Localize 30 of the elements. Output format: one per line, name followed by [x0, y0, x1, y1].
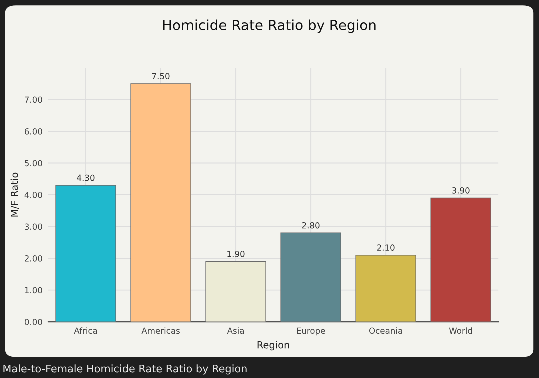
bar: [130, 84, 192, 322]
data-label: 2.10: [377, 244, 395, 251]
y-tick-label: 7.00: [25, 96, 42, 104]
y-tick-label: 0.00: [24, 319, 42, 326]
bar: [430, 198, 492, 322]
x-tick-label: Europe: [297, 328, 326, 336]
y-tick-label: 1.00: [25, 287, 42, 294]
y-tick-label: 3.00: [25, 224, 42, 230]
text: Male-to-Female Homicide Rate Ratio by Region: [4, 364, 247, 375]
bar: [356, 255, 416, 322]
chart-title: Homicide Rate Ratio by Region: [163, 20, 376, 34]
y-axis-title: M/F Ratio: [10, 172, 20, 217]
y-tick-label: 6.00: [24, 128, 42, 135]
y-tick-label: 2.00: [25, 256, 42, 262]
data-label: 4.30: [77, 174, 95, 182]
data-label: 7.50: [152, 73, 170, 80]
data-label: 3.90: [452, 188, 470, 194]
x-tick-label: Americas: [142, 328, 180, 334]
x-tick-label: Africa: [74, 328, 98, 334]
bar: [56, 185, 116, 322]
x-tick-label: World: [449, 328, 472, 334]
y-tick-label: 5.00: [25, 160, 42, 167]
x-tick-label: Oceania: [369, 328, 402, 334]
data-label: 2.80: [302, 222, 320, 229]
x-tick-label: Asia: [227, 328, 244, 334]
bar: [280, 232, 342, 322]
x-axis-title: Region: [258, 341, 290, 351]
y-tick-label: 4.00: [24, 192, 42, 198]
data-label: 1.90: [228, 251, 245, 258]
bar: [206, 261, 266, 322]
